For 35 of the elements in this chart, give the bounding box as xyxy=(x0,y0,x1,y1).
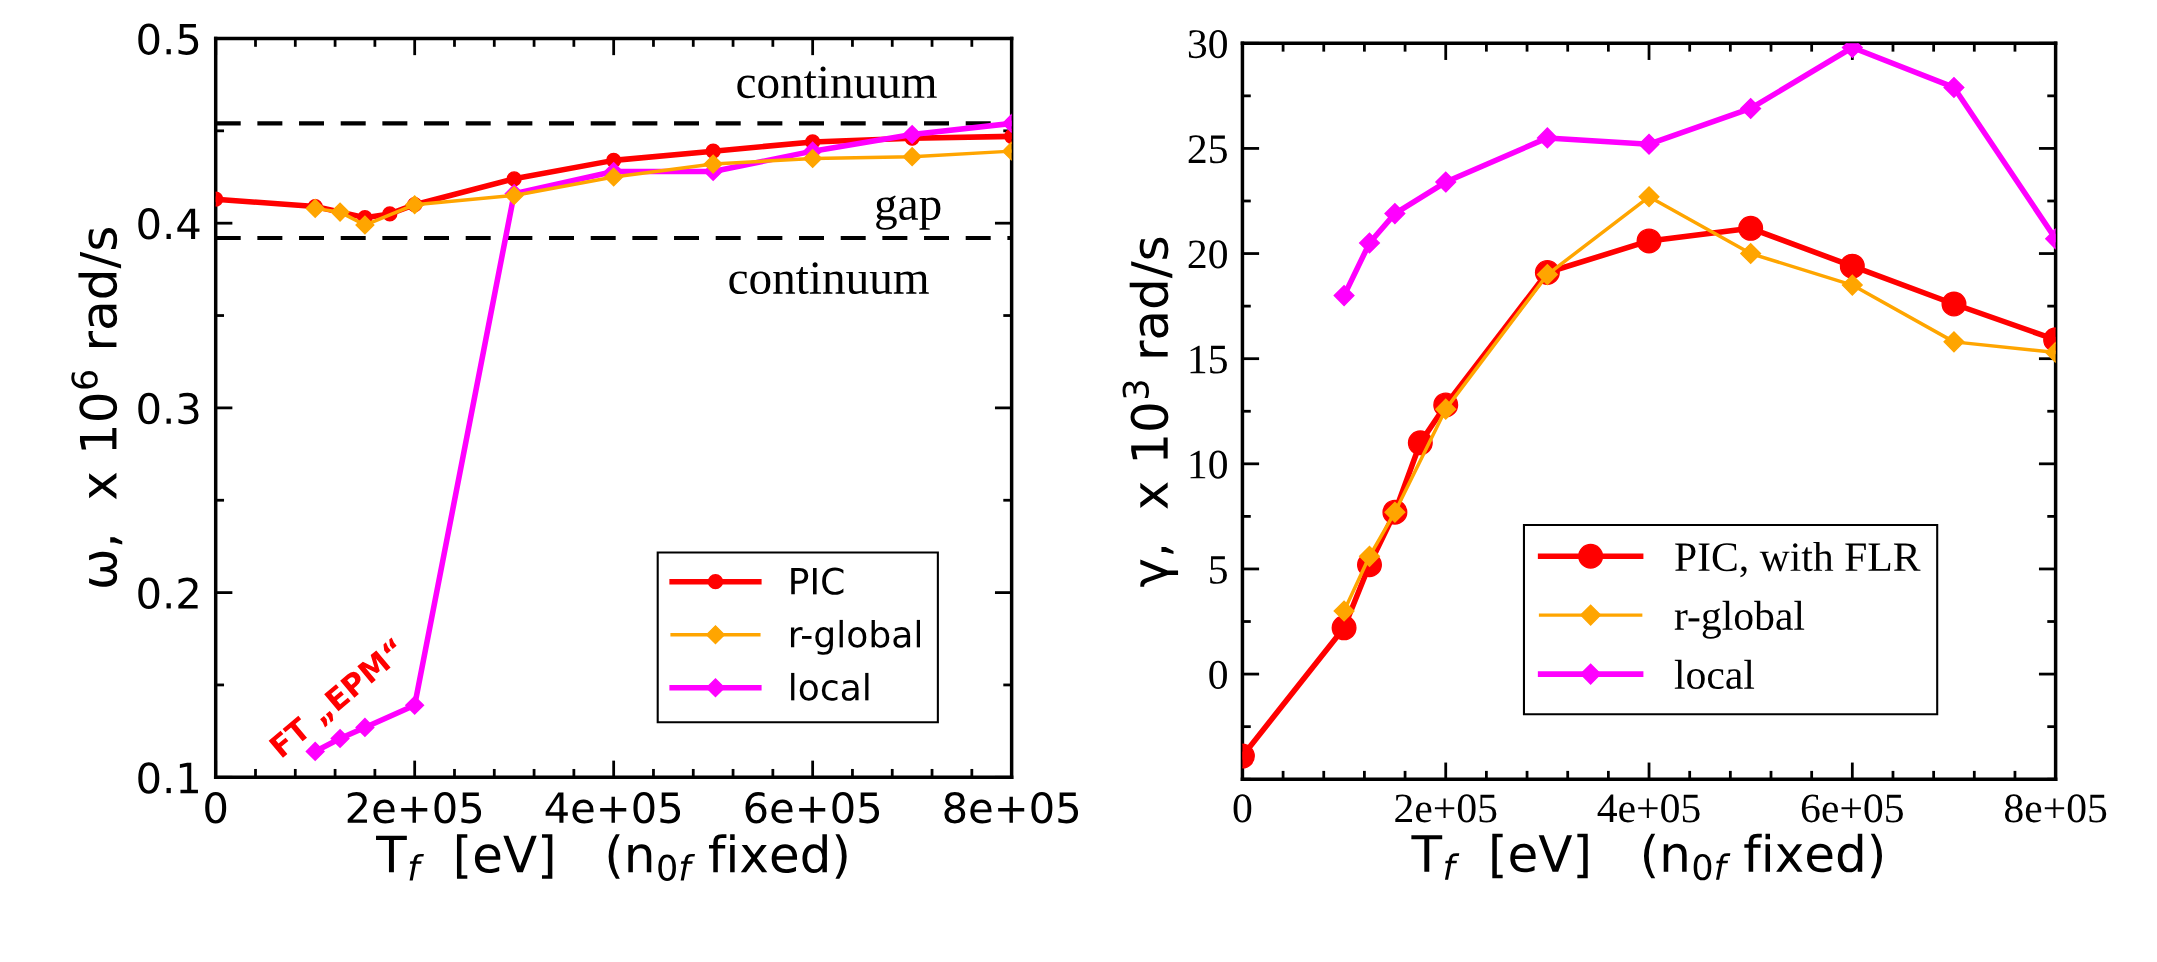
x-tick-label: 6e+05 xyxy=(745,791,880,824)
y-tick-label: 0 xyxy=(1209,660,1227,689)
y-tick-label: 10 xyxy=(1190,450,1227,479)
legend-label: r-global xyxy=(790,619,921,655)
y-tick-label: 30 xyxy=(1188,30,1227,59)
x-tick-label: 6e+05 xyxy=(1801,794,1903,823)
y-tick-label: 0.5 xyxy=(138,23,199,55)
y-tick-label: 20 xyxy=(1188,240,1227,269)
x-axis-title: T$_{f}$ [eV] (n$_{0f}$ fixed) xyxy=(376,834,847,881)
x-tick-label: 2e+05 xyxy=(1395,794,1497,823)
y-tick-label: 0.4 xyxy=(138,208,200,240)
annotation: gap xyxy=(876,195,941,230)
legend-label: local xyxy=(1674,659,1755,690)
y-tick-label: 0.2 xyxy=(138,577,198,610)
annotation: continuum xyxy=(729,262,929,295)
y-tick-label: 25 xyxy=(1188,135,1227,164)
x-axis-title: T$_{f}$ [eV] (n$_{0f}$ fixed) xyxy=(1411,833,1882,881)
legend-label: PIC xyxy=(791,567,844,595)
x-tick-label: 8e+05 xyxy=(944,791,1079,824)
x-tick-label: 4e+05 xyxy=(545,791,681,824)
x-tick-label: 0 xyxy=(205,791,227,824)
legend-label: local xyxy=(791,672,869,701)
y-tick-label: 0.3 xyxy=(138,392,199,425)
x-tick-label: 0 xyxy=(1233,794,1252,823)
annotation: continuum xyxy=(737,66,937,99)
x-tick-label: 8e+05 xyxy=(2004,794,2107,823)
x-tick-label: 4e+05 xyxy=(1597,794,1700,823)
y-tick-label: 15 xyxy=(1190,345,1227,374)
y-axis-title: γ, x 10$^{3}$ rad/s xyxy=(1122,237,1179,587)
y-tick-label: 0.1 xyxy=(138,762,198,794)
y-axis-title: ω, x 10$^{6}$ rad/s xyxy=(71,228,123,587)
x-tick-label: 2e+05 xyxy=(347,791,482,824)
y-tick-label: 5 xyxy=(1210,556,1227,584)
legend-label: r-global xyxy=(1674,600,1805,639)
legend-label: PIC, with FLR xyxy=(1675,541,1921,578)
